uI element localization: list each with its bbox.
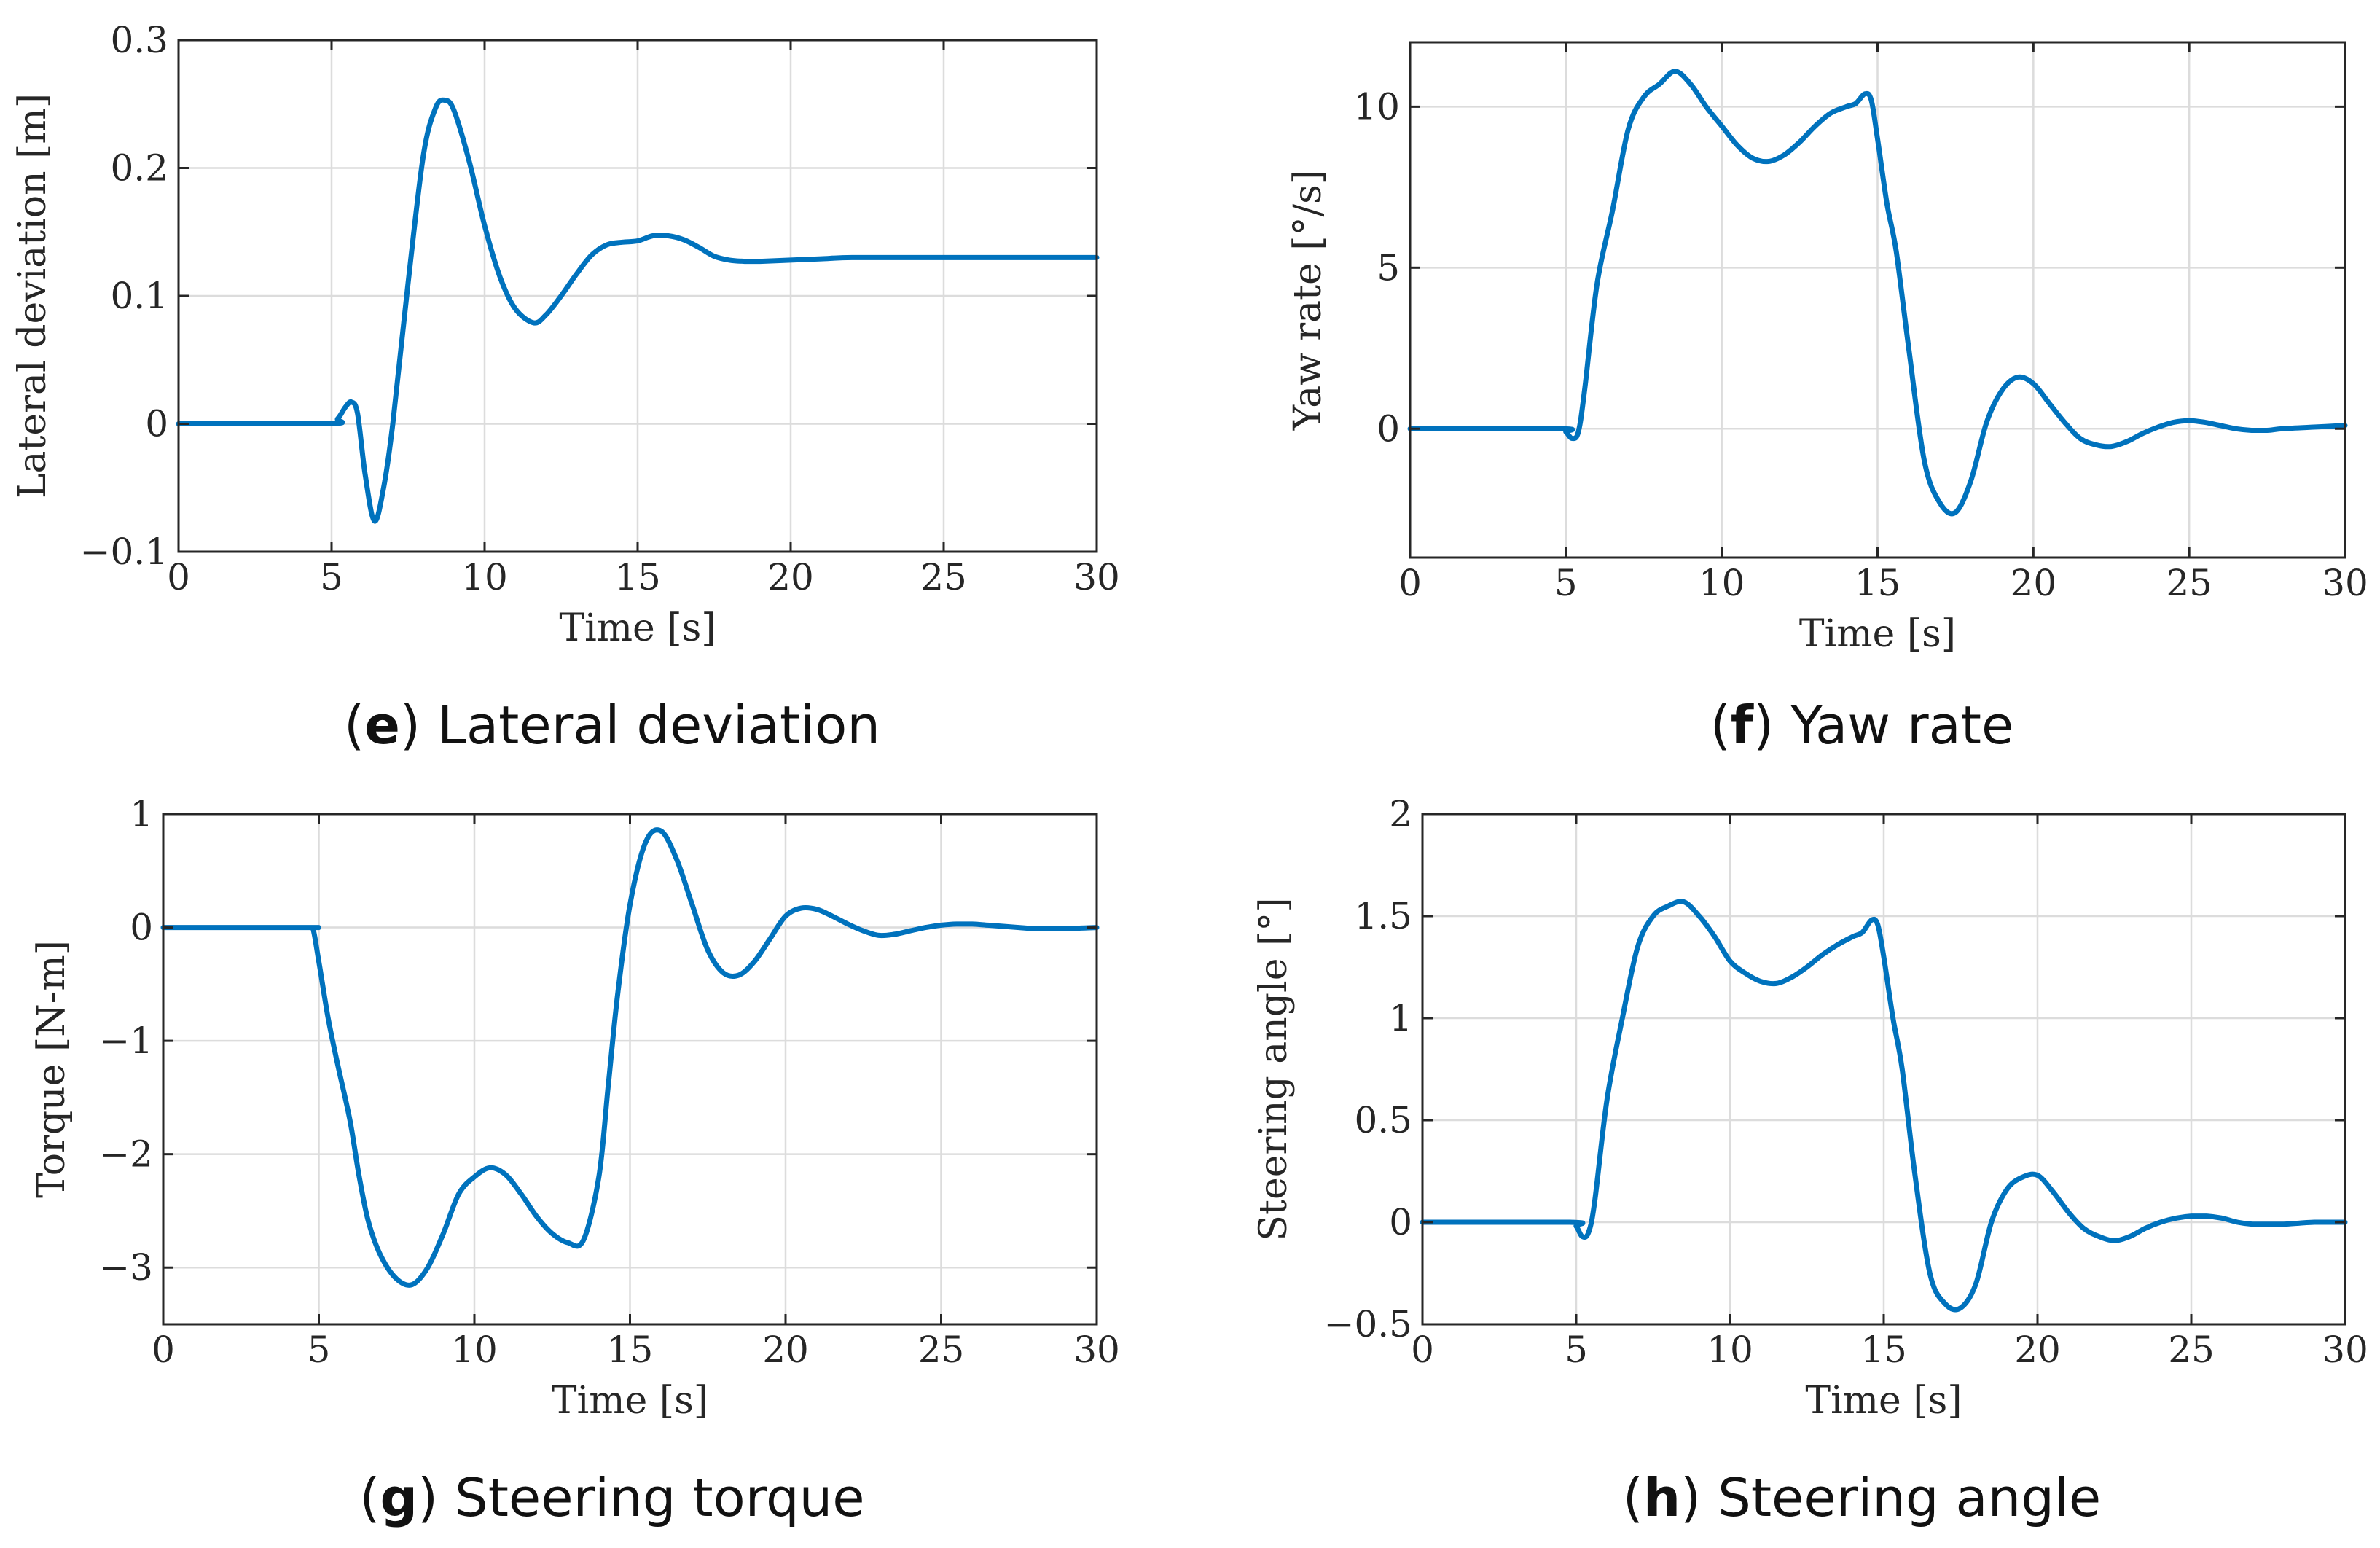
yaw-rate-line: [1407, 69, 2348, 517]
x-axis-label: Time [s]: [1799, 612, 1956, 656]
y-axis-label: Yaw rate [°/s]: [1286, 170, 1330, 431]
y-tick-label: −1: [99, 1020, 153, 1062]
lateral-deviation-line: [176, 97, 1100, 524]
caption-text: Yaw rate: [1790, 695, 2013, 756]
caption-text: Lateral deviation: [437, 695, 880, 756]
x-axis-label: Time [s]: [559, 606, 716, 650]
caption-letter: g: [380, 1467, 418, 1528]
steering-torque-line: [160, 827, 1100, 1288]
y-tick-label: −3: [99, 1246, 153, 1289]
x-tick-label: 30: [2322, 1329, 2368, 1371]
axes-frame: [177, 39, 1098, 553]
x-tick-label: 0: [1411, 1329, 1434, 1371]
panel-yaw-rate: 0 5 10 15 20 25 30 0 5 10 Time [s] Yaw rate [°/s]…: [1286, 41, 2368, 756]
grid-lines: [1422, 814, 2345, 1324]
y-tick-label: −0.5: [1324, 1303, 1412, 1345]
x-tick-label: 5: [1554, 562, 1578, 604]
x-tick-label: 30: [1073, 1329, 1120, 1371]
y-tick-label: 0.1: [110, 275, 168, 317]
steering-angle-line: [1420, 899, 2348, 1313]
y-tick-label: 0: [1389, 1201, 1412, 1243]
grid-lines: [1410, 42, 2345, 558]
x-tick-label: 15: [1860, 1329, 1907, 1371]
x-tick-label: 0: [167, 556, 190, 598]
caption-letter: f: [1731, 695, 1754, 756]
y-tick-label: 1.5: [1354, 895, 1412, 937]
axes-frame: [162, 813, 1098, 1326]
x-tick-label: 30: [1073, 556, 1120, 598]
y-tick-label: 0: [130, 907, 153, 949]
panel-lateral-deviation: 0 5 10 15 20 25 30−0.100.10.20.3 Time [s] Late…: [11, 19, 1120, 756]
y-tick-label: 10: [1353, 85, 1400, 128]
axis-ticks: 0 5 10 15 20 25 30 0 5 10: [1353, 42, 2368, 604]
y-tick-label: 1: [1389, 997, 1412, 1039]
x-tick-label: 25: [918, 1329, 965, 1371]
y-axis-label: Lateral deviation [m]: [11, 93, 55, 499]
x-tick-label: 20: [762, 1329, 809, 1371]
x-axis-label: Time [s]: [1805, 1379, 1962, 1423]
caption-text: Steering torque: [455, 1467, 865, 1528]
x-tick-label: 10: [1707, 1329, 1753, 1371]
y-tick-label: 0.5: [1354, 1099, 1412, 1141]
x-tick-label: 25: [920, 556, 967, 598]
y-tick-label: 0: [145, 403, 168, 445]
panel-caption: (h) Steering angle: [1623, 1467, 2101, 1528]
x-axis-label: Time [s]: [552, 1379, 708, 1423]
x-tick-label: 20: [2014, 1329, 2061, 1371]
y-axis-label: Steering angle [°]: [1252, 897, 1296, 1240]
x-tick-label: 15: [614, 556, 661, 598]
x-tick-label: 10: [1699, 562, 1745, 604]
grid-lines: [179, 40, 1097, 552]
y-tick-label: −0.1: [80, 531, 168, 573]
x-tick-label: 0: [1398, 562, 1422, 604]
y-tick-label: 1: [130, 793, 153, 835]
x-tick-label: 15: [1855, 562, 1901, 604]
x-tick-label: 5: [320, 556, 343, 598]
panel-steering-angle: 0 5 10 15 20 25 30−0.500.511.52 Time [s] Steer…: [1252, 793, 2368, 1528]
x-tick-label: 25: [2168, 1329, 2215, 1371]
caption-text: Steering angle: [1718, 1467, 2101, 1528]
x-tick-label: 5: [1565, 1329, 1588, 1371]
panel-steering-torque: 0 5 10 15 20 25 30 −3 −2 −1 0 1 Time [s] Torque [N-…: [30, 793, 1120, 1528]
y-tick-label: 5: [1377, 246, 1400, 289]
y-tick-label: 2: [1389, 793, 1412, 835]
axis-ticks: 0 5 10 15 20 25 30 −3 −2 −1 0 1: [99, 793, 1120, 1371]
x-tick-label: 10: [451, 1329, 498, 1371]
axes-frame: [1409, 41, 2346, 559]
axes-frame: [1421, 813, 2346, 1326]
caption-letter: e: [364, 695, 400, 756]
panel-caption: (f) Yaw rate: [1710, 695, 2014, 756]
x-tick-label: 10: [461, 556, 508, 598]
y-tick-label: 0: [1377, 407, 1400, 450]
x-tick-label: 20: [2011, 562, 2057, 604]
axis-ticks: 0 5 10 15 20 25 30−0.500.511.52: [1324, 793, 2368, 1371]
x-tick-label: 25: [2166, 562, 2212, 604]
x-tick-label: 20: [767, 556, 814, 598]
y-tick-label: 0.3: [110, 19, 168, 61]
panel-caption: (g) Steering torque: [359, 1467, 864, 1528]
x-tick-label: 0: [152, 1329, 175, 1371]
x-tick-label: 15: [607, 1329, 654, 1371]
axis-ticks: 0 5 10 15 20 25 30−0.100.10.20.3: [80, 19, 1120, 598]
x-tick-label: 30: [2322, 562, 2368, 604]
y-tick-label: −2: [99, 1133, 153, 1176]
caption-letter: h: [1643, 1467, 1680, 1528]
grid-lines: [163, 814, 1097, 1324]
y-tick-label: 0.2: [110, 147, 168, 189]
panel-caption: (e) Lateral deviation: [344, 695, 880, 756]
x-tick-label: 5: [308, 1329, 331, 1371]
y-axis-label: Torque [N-m]: [30, 940, 74, 1198]
